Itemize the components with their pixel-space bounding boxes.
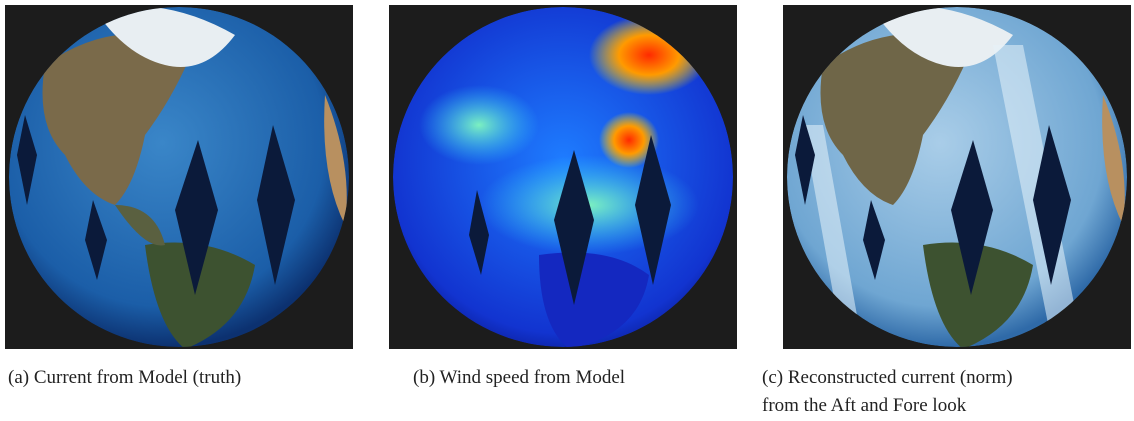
globe-image-a [5, 5, 353, 349]
caption-line: from the Aft and Fore look [762, 392, 1013, 420]
caption-line: (c) Reconstructed current (norm) [762, 364, 1013, 392]
globe-image-b [389, 5, 737, 349]
caption-b: (b) Wind speed from Model [413, 364, 625, 392]
caption-line: (b) Wind speed from Model [413, 364, 625, 392]
globe-image-c [783, 5, 1131, 349]
caption-c: (c) Reconstructed current (norm) from th… [762, 364, 1013, 420]
figure-page: (a) Current from Model (truth) (b) Wind … [0, 0, 1134, 421]
caption-line: (a) Current from Model (truth) [8, 364, 241, 392]
caption-a: (a) Current from Model (truth) [8, 364, 241, 392]
